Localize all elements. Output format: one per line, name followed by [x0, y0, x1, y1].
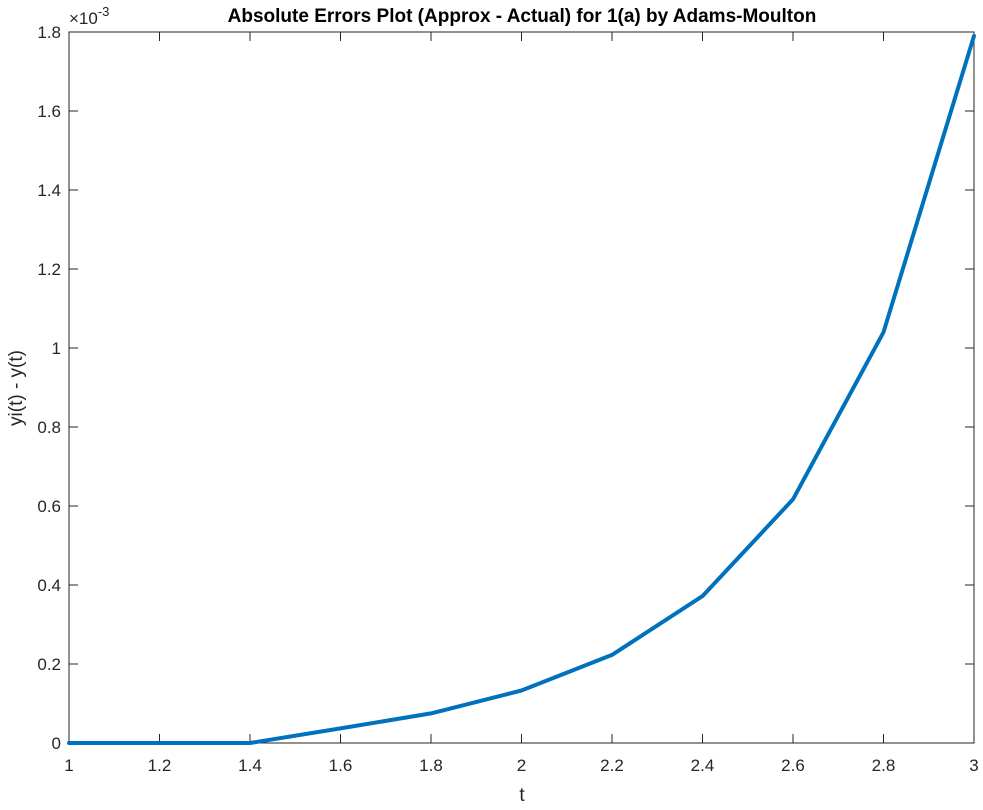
chart-title: Absolute Errors Plot (Approx - Actual) f… — [228, 6, 817, 27]
x-tick-label: 1.2 — [148, 756, 172, 775]
y-tick-label: 1 — [52, 339, 61, 358]
y-tick-label: 0.2 — [37, 655, 61, 674]
y-axis-multiplier-base: ×10 — [69, 9, 98, 28]
x-tick-label: 2.8 — [872, 756, 896, 775]
y-tick-label: 0.8 — [37, 418, 61, 437]
x-tick-label: 1.6 — [329, 756, 353, 775]
y-tick-label: 0.6 — [37, 497, 61, 516]
x-tick-label: 1.8 — [419, 756, 443, 775]
axes-box — [69, 32, 974, 743]
plot-area — [69, 32, 974, 743]
x-axis-label: t — [519, 785, 525, 805]
y-tick-label: 1.4 — [37, 181, 61, 200]
x-tick-label: 2.2 — [600, 756, 624, 775]
x-tick-label: 1 — [64, 756, 73, 775]
y-tick-label: 0 — [52, 734, 61, 753]
y-tick-label: 1.6 — [37, 102, 61, 121]
y-tick-label: 0.4 — [37, 576, 61, 595]
y-axis-multiplier: ×10-3 — [69, 4, 109, 28]
y-tick-label: 1.2 — [37, 260, 61, 279]
x-tick-label: 3 — [969, 756, 978, 775]
x-tick-label: 2 — [517, 756, 526, 775]
x-tick-label: 1.4 — [238, 756, 262, 775]
y-axis-label: yi(t) - y(t) — [6, 350, 27, 426]
y-axis-multiplier-exponent: -3 — [98, 4, 110, 19]
x-tick-label: 2.6 — [781, 756, 805, 775]
y-tick-label: 1.8 — [37, 23, 61, 42]
x-tick-label: 2.4 — [691, 756, 715, 775]
